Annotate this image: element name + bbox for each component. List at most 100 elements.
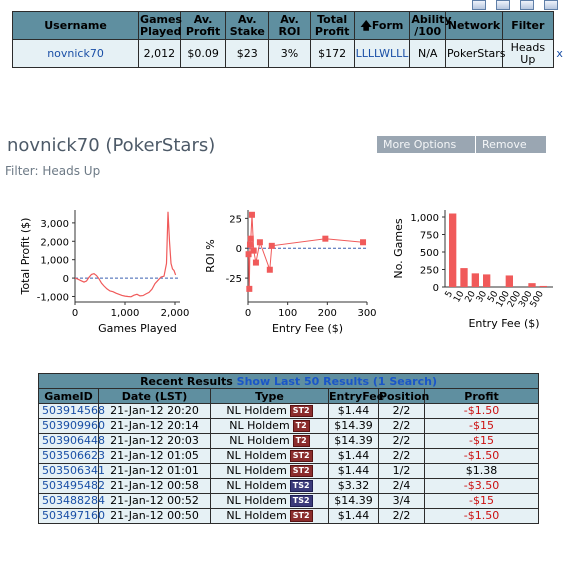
y-tick-label: -1,000 [37,292,69,303]
game-type-label: NL Holdem [226,404,287,417]
game-format-badge: ST2 [289,450,313,462]
roi-point [246,241,253,248]
form-link[interactable]: LLLLWLLL [353,39,411,68]
date-cell: 21-Jan-12 20:20 [98,403,211,419]
table-row: 503495482 21-Jan-12 00:58 NL Holdem TS2 $3.3… [38,478,540,494]
y-tick-label: 0 [236,244,242,255]
game-type-label: NL Holdem [226,509,287,522]
roi-point [266,266,273,273]
header-form[interactable]: 🡅Form [353,11,411,40]
games-bar [505,275,513,287]
roi-chart: 25 0 -25 0 100 200 300 ROI % Entry Fee ($) [200,205,380,343]
x-tick-label: 5 [444,290,456,300]
profit-chart: 3,000 2,000 1,000 0 -1,000 0 1,000 2,000 Total P… [15,205,195,343]
header-filter[interactable]: Filter [501,11,554,40]
remove-row-link[interactable]: x [553,39,566,68]
game-id-link[interactable]: 503909960 [38,418,105,434]
header-total-profit[interactable]: Total Profit [309,11,355,40]
show-last-50-link[interactable]: Show Last 50 Results (1 Search) [236,374,437,388]
profit-cell: -$3.50 [423,478,540,494]
game-format-badge: T2 [292,420,310,432]
games-bar [471,273,479,287]
y-tick-label: 750 [420,231,439,242]
header-spacer [553,11,566,40]
game-id-link[interactable]: 503495482 [38,478,105,494]
date-cell: 21-Jan-12 01:01 [98,463,211,479]
header-av-profit[interactable]: Av. Profit [179,11,227,40]
y-tick-label: 0 [63,274,69,285]
window-icon[interactable] [496,0,510,10]
y-tick-label: 3,000 [40,219,69,230]
ability-value: N/A [409,39,446,68]
recent-results-body: 503914568 21-Jan-12 20:20 NL Holdem ST2 $1.4… [38,403,540,524]
header-username[interactable]: Username [11,11,140,40]
header-av-stake[interactable]: Av. Stake [225,11,270,40]
position-cell: 3/4 [378,493,425,509]
type-cell: NL Holdem ST2 [210,508,329,524]
recent-header-row: GameID Date (LST) Type EntryFee Position… [38,388,540,404]
table-row: 503909960 21-Jan-12 20:14 NL Holdem T2 $14.3… [38,418,540,434]
game-id-link[interactable]: 503488284 [38,493,105,509]
page-title: novnick70 (PokerStars) [7,135,216,156]
header-form-label: Form [371,18,404,32]
grid-icon[interactable] [472,0,486,10]
game-type-label: NL Holdem [229,419,290,432]
roi-point [245,251,252,258]
games-bar [483,274,491,287]
game-id-link[interactable]: 503914568 [38,403,105,419]
refresh-icon[interactable] [520,0,534,10]
game-type-label: NL Holdem [229,434,290,447]
export-icon[interactable] [544,0,558,10]
roi-point [360,239,367,246]
col-entryfee: EntryFee [328,388,385,404]
col-gameid: GameID [38,388,99,404]
game-type-label: NL Holdem [226,464,287,477]
roi-point [247,235,254,242]
more-options-button[interactable]: More Options [377,136,476,153]
game-id-link[interactable]: 503906448 [38,433,105,449]
remove-button[interactable]: Remove [476,136,547,153]
recent-results-title: Recent Results [140,374,233,388]
roi-point [268,242,275,249]
recent-caption: Recent Results Show Last 50 Results (1 S… [37,373,540,389]
date-cell: 21-Jan-12 20:14 [98,418,211,434]
games-bar [539,285,547,287]
av-roi-value: 3% [268,39,311,68]
profit-cell: -$15 [423,433,540,449]
position-cell: 2/2 [378,418,425,434]
game-id-link[interactable]: 503497160 [38,508,105,524]
filter-value: Heads Up [501,39,554,68]
header-network[interactable]: Network [445,11,503,40]
games-chart-svg: 1,0007505002500510203050100200300500No. … [392,210,553,330]
recent-caption-row: Recent Results Show Last 50 Results (1 S… [37,373,540,389]
y-axis-label: No. Games [392,218,405,279]
table-row: 503497160 21-Jan-12 00:50 NL Holdem ST2 $1.4… [38,508,540,524]
x-tick-label: 0 [72,308,78,319]
games-bar [460,268,468,287]
position-cell: 2/2 [378,433,425,449]
game-id-link[interactable]: 503506341 [38,463,105,479]
x-tick-label: 1,000 [111,308,140,319]
date-cell: 21-Jan-12 01:05 [98,448,211,464]
position-cell: 1/2 [378,463,425,479]
y-tick-label: 2,000 [40,237,69,248]
game-type-label: NL Holdem [226,494,287,507]
recent-results-table: Recent Results Show Last 50 Results (1 S… [37,373,540,524]
roi-point [246,285,253,292]
type-cell: NL Holdem ST2 [210,463,329,479]
username-link[interactable]: novnick70 [11,39,140,68]
header-av-roi[interactable]: Av. ROI [268,11,311,40]
x-tick-label: 200 [318,308,337,319]
position-cell: 2/2 [378,403,425,419]
y-tick-label: 1,000 [410,213,439,224]
game-id-link[interactable]: 503506623 [38,448,105,464]
y-tick-label: 500 [420,248,439,259]
position-cell: 2/4 [378,478,425,494]
header-ability[interactable]: Ability /100 [409,11,452,40]
x-axis-label: Entry Fee ($) [468,317,539,330]
y-axis-label: ROI % [204,239,217,273]
header-games-played[interactable]: Games Played [138,11,182,40]
x-tick-label: 2,000 [161,308,190,319]
games-bar [528,283,536,287]
